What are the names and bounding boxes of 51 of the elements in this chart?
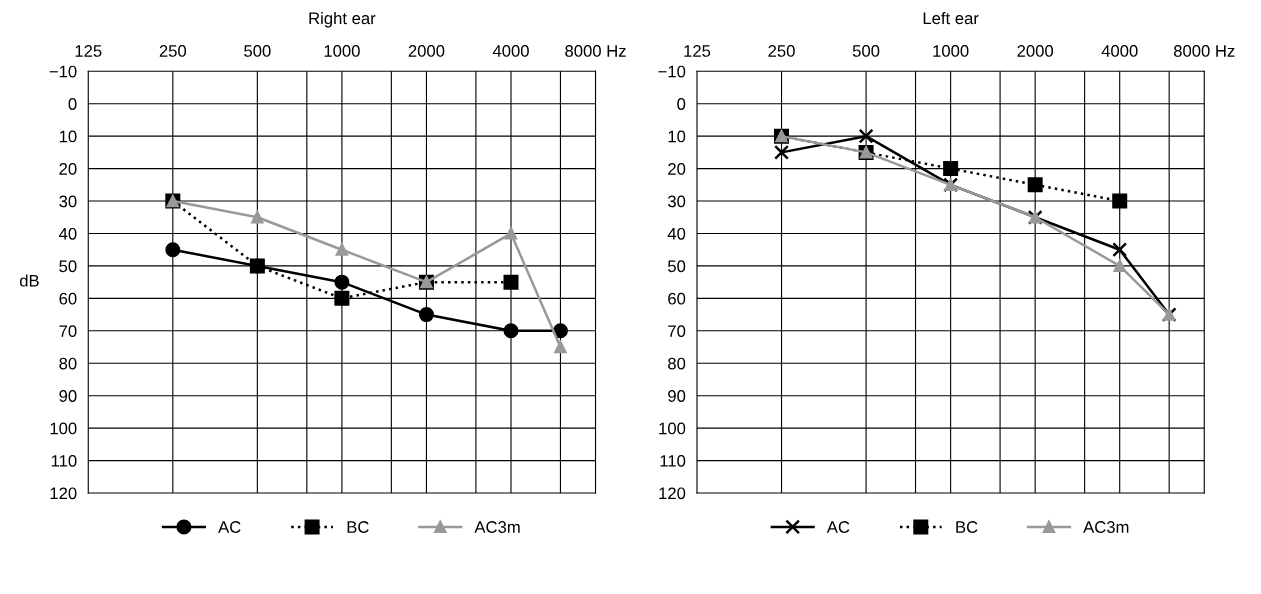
y-tick-label: 100 bbox=[659, 422, 686, 435]
x-tick-label: 2000 bbox=[1017, 45, 1054, 57]
x-tick-label: 125 bbox=[684, 45, 711, 57]
x-tick-label: 250 bbox=[768, 45, 795, 57]
x-tick-label: 250 bbox=[159, 45, 187, 57]
y-tick-label: 110 bbox=[660, 454, 686, 467]
y-tick-label: 50 bbox=[59, 260, 77, 273]
legend-label: AC3m bbox=[1083, 521, 1129, 533]
legend-label: BC bbox=[956, 521, 978, 533]
y-tick-label: −10 bbox=[658, 65, 686, 78]
y-tick-label: 120 bbox=[659, 487, 686, 500]
legend-label: BC bbox=[347, 521, 369, 533]
y-tick-label: 0 bbox=[677, 98, 686, 110]
y-tick-label: 110 bbox=[51, 454, 77, 467]
legend-label: AC bbox=[218, 521, 241, 533]
x-tick-label: 500 bbox=[852, 45, 880, 57]
y-tick-label: 80 bbox=[59, 357, 77, 370]
y-tick-label: 10 bbox=[668, 130, 686, 143]
y-tick-label: 40 bbox=[667, 227, 686, 240]
y-tick-label: −10 bbox=[49, 65, 77, 78]
y-tick-label: 30 bbox=[667, 195, 686, 208]
x-tick-label: 4000 bbox=[492, 45, 529, 57]
y-tick-label: 60 bbox=[59, 292, 77, 305]
y-tick-label: 90 bbox=[59, 390, 77, 402]
chart-title: Right ear bbox=[309, 11, 376, 28]
y-tick-label: 30 bbox=[59, 195, 77, 208]
x-tick-label: 8000 Hz bbox=[565, 45, 626, 57]
y-tick-label: 100 bbox=[50, 422, 77, 435]
y-tick-label: 70 bbox=[59, 325, 77, 338]
legend-label: AC3m bbox=[474, 521, 520, 533]
x-tick-label: 1000 bbox=[933, 45, 969, 57]
x-tick-label: 8000 Hz bbox=[1173, 45, 1235, 57]
y-tick-label: 120 bbox=[50, 487, 77, 500]
x-tick-label: 500 bbox=[244, 45, 271, 57]
x-tick-label: 125 bbox=[75, 45, 102, 57]
y-tick-label: 20 bbox=[668, 163, 686, 175]
x-tick-label: 2000 bbox=[408, 45, 445, 57]
y-tick-label: 50 bbox=[668, 260, 686, 273]
y-tick-label: 10 bbox=[59, 130, 77, 143]
chart-title: Left ear bbox=[923, 12, 979, 25]
y-tick-label: 80 bbox=[668, 357, 686, 370]
legend-label: AC bbox=[826, 521, 850, 533]
y-tick-label: 60 bbox=[668, 292, 686, 305]
y-tick-label: 0 bbox=[68, 98, 77, 110]
y-axis-title: dB bbox=[19, 274, 39, 287]
y-tick-label: 40 bbox=[59, 227, 77, 240]
x-tick-label: 1000 bbox=[324, 45, 360, 57]
y-tick-label: 90 bbox=[668, 390, 686, 402]
y-tick-label: 20 bbox=[59, 163, 77, 175]
y-tick-label: 70 bbox=[668, 325, 686, 338]
x-tick-label: 4000 bbox=[1101, 45, 1138, 57]
